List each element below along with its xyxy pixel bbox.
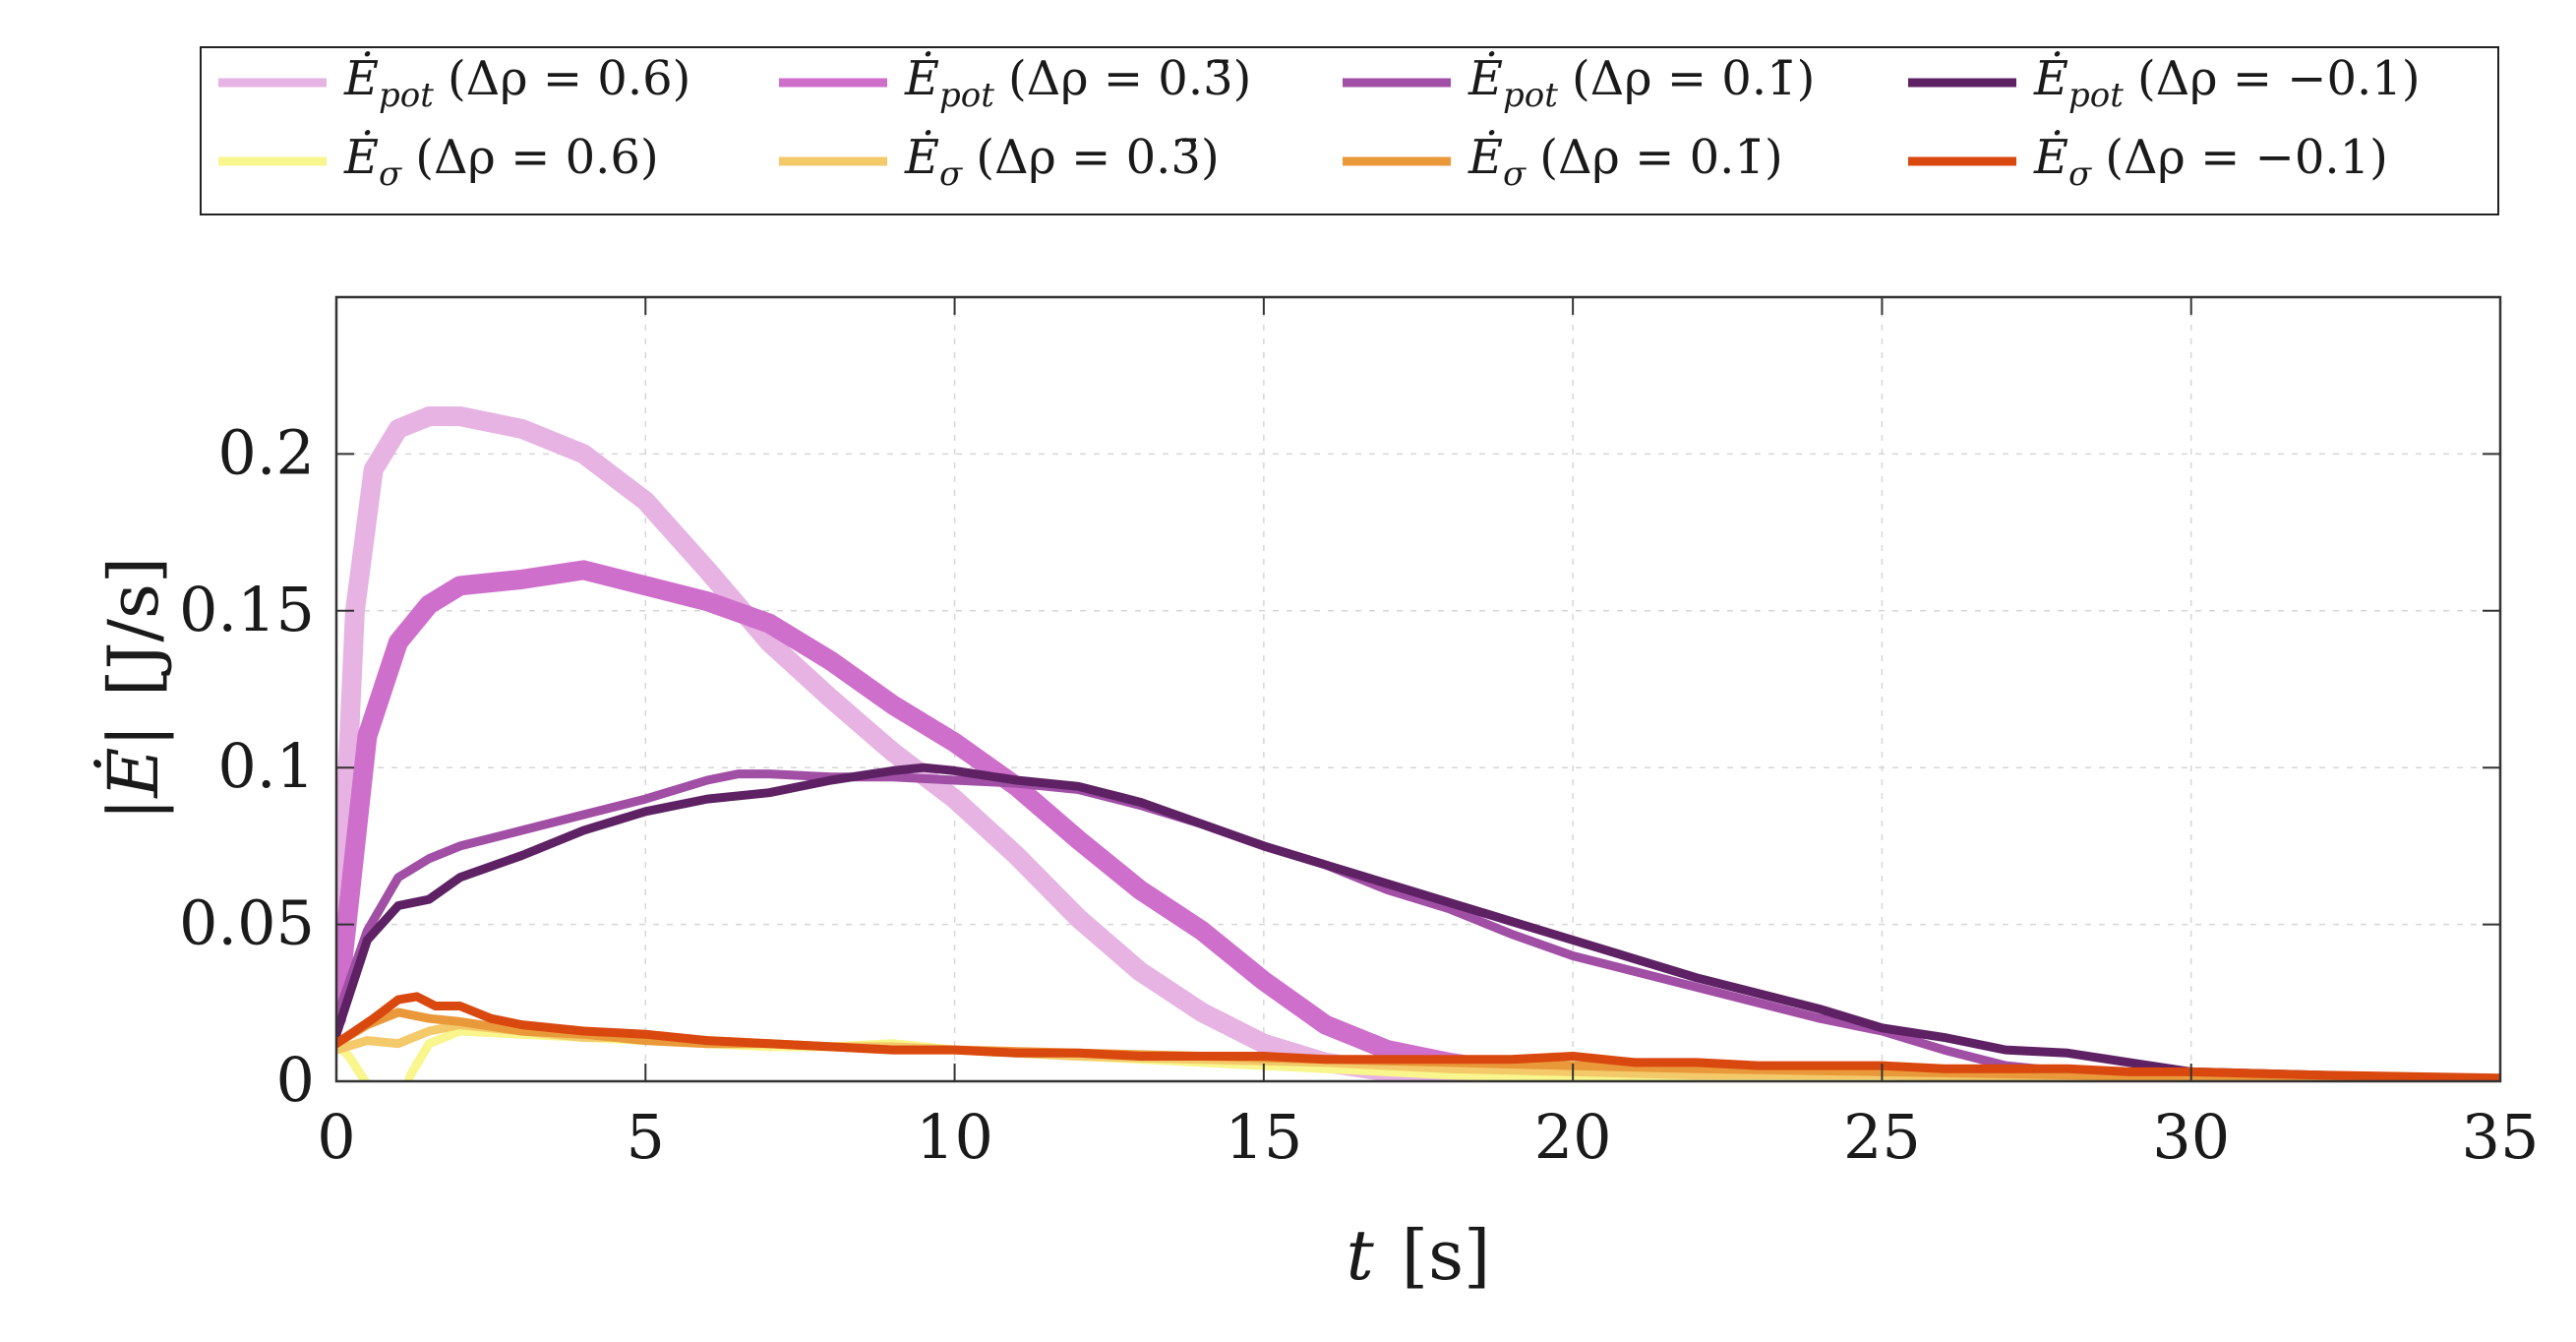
- legend: Ėpot (Δρ = 0.6) Ėpot (Δρ = 0.3̄) Ėpot (Δρ = 0…: [200, 46, 2499, 215]
- legend-item-4: Ėσ (Δρ = 0.6): [218, 129, 659, 194]
- legend-item-6: Ėσ (Δρ = 0.1̄): [1343, 129, 1783, 194]
- x-axis-label: t [s]: [1347, 1215, 1491, 1296]
- legend-label: Ėpot (Δρ = 0.3̄): [904, 50, 1251, 115]
- legend-subscript: σ: [2068, 154, 2092, 194]
- legend-symbol: Ė: [343, 50, 379, 106]
- x-tick-label: 35: [2462, 1101, 2540, 1173]
- legend-condition: (Δρ = 0.6): [448, 51, 690, 106]
- legend-subscript: σ: [379, 154, 402, 194]
- y-axis-unit: [J/s]: [93, 557, 174, 697]
- legend-subscript: pot: [379, 76, 434, 115]
- x-tick-label: 30: [2152, 1101, 2230, 1173]
- legend-label: Ėσ (Δρ = 0.3̄): [904, 129, 1220, 194]
- plot-area: 0 5 10 15 20 25 30 35 0 0.05 0.1 0.15 0.2: [179, 295, 2540, 1173]
- legend-item-0: Ėpot (Δρ = 0.6): [218, 50, 690, 115]
- legend-condition: (Δρ = −0.1): [2105, 130, 2388, 185]
- legend-label: Ėpot (Δρ = −0.1): [2033, 50, 2421, 115]
- series-line-1: [336, 564, 1580, 1081]
- x-axis-var: t: [1347, 1215, 1375, 1296]
- legend-symbol: Ė: [904, 50, 939, 106]
- series-layer: [336, 406, 2500, 1081]
- plot-frame: [334, 295, 2502, 1083]
- y-tick-label: 0.05: [179, 887, 315, 959]
- y-axis-label: |Ė| [J/s]: [93, 557, 174, 821]
- x-tick-label: 5: [627, 1101, 665, 1173]
- legend-symbol: Ė: [2033, 50, 2068, 106]
- legend-item-3: Ėpot (Δρ = −0.1): [1908, 50, 2421, 115]
- legend-subscript: pot: [939, 76, 994, 115]
- legend-condition: (Δρ = 0.1̄): [1539, 130, 1782, 185]
- legend-symbol: Ė: [2033, 129, 2068, 185]
- x-tick-label: 10: [916, 1101, 993, 1173]
- legend-label: Ėσ (Δρ = 0.1̄): [1468, 129, 1783, 194]
- y-tick-label: 0.15: [179, 574, 315, 645]
- plot-frame-bg: [336, 297, 2500, 1081]
- legend-condition: (Δρ = 0.3̄): [976, 130, 1219, 185]
- y-tick-label: 0: [276, 1044, 315, 1116]
- legend-symbol: Ė: [904, 129, 939, 185]
- legend-symbol: Ė: [1468, 50, 1503, 106]
- legend-symbol: Ė: [1468, 129, 1503, 185]
- legend-subscript: σ: [939, 154, 963, 194]
- x-tick-label: 0: [317, 1101, 355, 1173]
- legend-item-7: Ėσ (Δρ = −0.1): [1908, 129, 2388, 194]
- legend-condition: (Δρ = 0.3̄): [1008, 51, 1251, 106]
- y-tick-label: 0.2: [217, 416, 315, 488]
- y-tick-label: 0.1: [217, 730, 315, 802]
- legend-item-1: Ėpot (Δρ = 0.3̄): [779, 50, 1251, 115]
- x-tick-label: 15: [1225, 1101, 1302, 1173]
- legend-item-2: Ėpot (Δρ = 0.1̄): [1343, 50, 1815, 115]
- legend-label: Ėσ (Δρ = 0.6): [343, 129, 659, 194]
- legend-subscript: pot: [1503, 76, 1558, 115]
- legend-label: Ėσ (Δρ = −0.1): [2033, 129, 2388, 194]
- x-tick-label: 25: [1843, 1101, 1921, 1173]
- ticks: 0 5 10 15 20 25 30 35 0 0.05 0.1 0.15 0.2: [179, 297, 2540, 1173]
- legend-symbol: Ė: [343, 129, 379, 185]
- x-axis-unit: [s]: [1402, 1215, 1491, 1296]
- legend-subscript: σ: [1503, 154, 1527, 194]
- legend-frame: [200, 46, 2499, 215]
- y-axis-var: |Ė|: [93, 724, 174, 821]
- legend-condition: (Δρ = 0.1̄): [1572, 51, 1815, 106]
- series-line-7: [336, 992, 2500, 1081]
- legend-condition: (Δρ = 0.6): [415, 130, 658, 185]
- legend-label: Ėpot (Δρ = 0.6): [343, 50, 690, 115]
- series-line-3: [336, 762, 2500, 1081]
- legend-label: Ėpot (Δρ = 0.1̄): [1468, 50, 1815, 115]
- legend-subscript: pot: [2068, 76, 2124, 115]
- x-tick-label: 20: [1534, 1101, 1612, 1173]
- legend-item-5: Ėσ (Δρ = 0.3̄): [779, 129, 1220, 194]
- grid: [336, 297, 2500, 1081]
- legend-condition: (Δρ = −0.1): [2137, 51, 2421, 106]
